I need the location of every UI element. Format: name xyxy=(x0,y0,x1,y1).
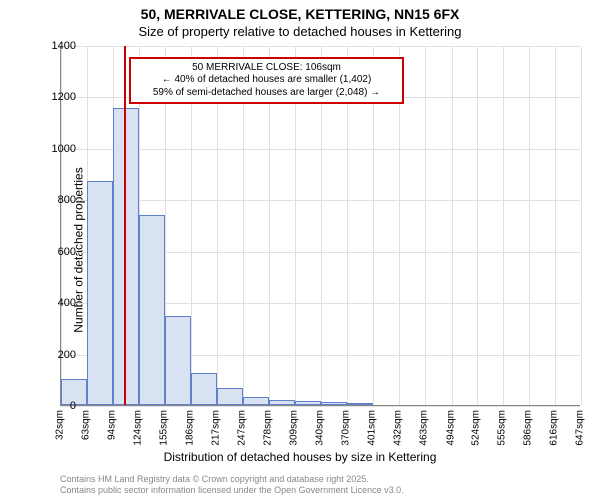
chart-subtitle: Size of property relative to detached ho… xyxy=(0,24,600,39)
y-tick-label: 1400 xyxy=(36,40,76,52)
credits: Contains HM Land Registry data © Crown c… xyxy=(60,474,404,496)
gridline-v xyxy=(425,46,426,405)
histogram-bar xyxy=(269,400,295,405)
x-axis-label: Distribution of detached houses by size … xyxy=(0,450,600,464)
gridline-h xyxy=(61,406,580,407)
chart-title: 50, MERRIVALE CLOSE, KETTERING, NN15 6FX xyxy=(0,6,600,22)
gridline-v xyxy=(581,46,582,405)
x-tick-label: 370sqm xyxy=(340,410,351,446)
marker-line xyxy=(124,46,126,405)
x-tick-label: 401sqm xyxy=(367,410,378,446)
histogram-bar xyxy=(347,403,373,405)
gridline-v xyxy=(529,46,530,405)
plot-area: 50 MERRIVALE CLOSE: 106sqm← 40% of detac… xyxy=(60,46,580,406)
x-tick-label: 524sqm xyxy=(471,410,482,446)
x-tick-label: 217sqm xyxy=(211,410,222,446)
x-tick-label: 278sqm xyxy=(263,410,274,446)
y-tick-label: 400 xyxy=(36,297,76,309)
histogram-bar xyxy=(243,397,269,405)
annotation-line: ← 40% of detached houses are smaller (1,… xyxy=(137,74,396,87)
x-tick-label: 340sqm xyxy=(315,410,326,446)
y-tick-label: 600 xyxy=(36,246,76,258)
histogram-bar xyxy=(165,316,191,405)
histogram-bar xyxy=(139,215,165,405)
x-tick-label: 494sqm xyxy=(445,410,456,446)
annotation-line: 59% of semi-detached houses are larger (… xyxy=(137,87,396,100)
y-tick-label: 1000 xyxy=(36,143,76,155)
x-tick-label: 555sqm xyxy=(497,410,508,446)
x-tick-label: 155sqm xyxy=(159,410,170,446)
annotation-box: 50 MERRIVALE CLOSE: 106sqm← 40% of detac… xyxy=(129,57,404,105)
gridline-v xyxy=(477,46,478,405)
histogram-bar xyxy=(295,401,321,405)
x-tick-label: 247sqm xyxy=(236,410,247,446)
x-tick-label: 432sqm xyxy=(393,410,404,446)
credits-line-2: Contains public sector information licen… xyxy=(60,485,404,496)
x-tick-label: 124sqm xyxy=(132,410,143,446)
x-tick-label: 309sqm xyxy=(289,410,300,446)
annotation-line: 50 MERRIVALE CLOSE: 106sqm xyxy=(137,62,396,75)
histogram-bar xyxy=(113,108,138,405)
x-tick-label: 463sqm xyxy=(419,410,430,446)
x-tick-label: 616sqm xyxy=(548,410,559,446)
histogram-bar xyxy=(217,388,242,405)
histogram-bar xyxy=(191,373,217,405)
x-tick-label: 186sqm xyxy=(185,410,196,446)
gridline-v xyxy=(452,46,453,405)
y-tick-label: 1200 xyxy=(36,91,76,103)
y-tick-label: 800 xyxy=(36,194,76,206)
gridline-v xyxy=(503,46,504,405)
x-tick-label: 586sqm xyxy=(523,410,534,446)
x-tick-label: 32sqm xyxy=(55,410,66,440)
x-tick-label: 647sqm xyxy=(575,410,586,446)
x-tick-label: 63sqm xyxy=(81,410,92,440)
histogram-bar xyxy=(321,402,346,405)
y-tick-label: 200 xyxy=(36,349,76,361)
chart-container: 50, MERRIVALE CLOSE, KETTERING, NN15 6FX… xyxy=(0,0,600,500)
x-tick-label: 94sqm xyxy=(107,410,118,440)
gridline-v xyxy=(555,46,556,405)
histogram-bar xyxy=(87,181,113,405)
credits-line-1: Contains HM Land Registry data © Crown c… xyxy=(60,474,404,485)
